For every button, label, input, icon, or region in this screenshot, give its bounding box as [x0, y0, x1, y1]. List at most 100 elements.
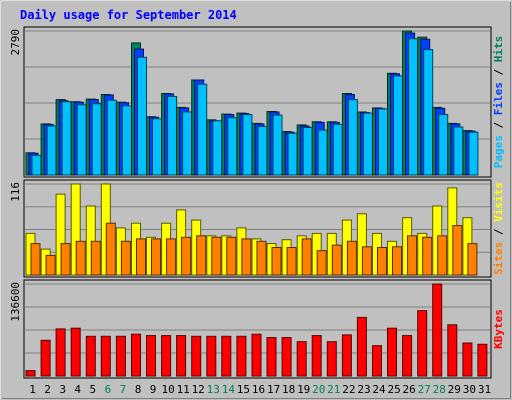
bar-kbytes-day-27	[417, 310, 428, 377]
bar-kbytes-day-22	[341, 334, 352, 377]
x-tick-label-day-30: 30	[463, 383, 476, 396]
x-tick-label-day-23: 23	[357, 383, 370, 396]
bar-sites-day-17	[271, 247, 282, 276]
bar-kbytes-day-6	[100, 335, 111, 377]
x-tick-label-day-25: 25	[387, 383, 400, 396]
bar-sites-day-9	[151, 238, 161, 276]
bar-pages-day-10	[167, 96, 178, 176]
bar-kbytes-day-17	[266, 337, 277, 377]
x-tick-label-day-27: 27	[418, 383, 431, 396]
x-axis: 1 2 3 4 5 6 7 8 9 10 11 12 13 14 15 16 17 18 19 20 21 22 23 24 2…	[29, 383, 491, 396]
bar-kbytes-day-11	[176, 335, 187, 377]
bar-pages-day-30	[468, 131, 479, 176]
y-axis-max-label: 2790	[9, 29, 22, 56]
legend-item-sites: Sites	[492, 242, 505, 275]
bar-kbytes-day-12	[191, 335, 202, 377]
bar-pages-day-21	[332, 123, 343, 176]
bar-kbytes-day-1	[25, 370, 36, 377]
legend-item-pages: Pages	[492, 135, 505, 168]
bar-pages-day-26	[408, 38, 419, 176]
bar-pages-day-18	[287, 132, 298, 176]
x-tick-label-day-24: 24	[372, 383, 386, 396]
legend-separator: /	[492, 62, 505, 82]
x-tick-label-day-18: 18	[282, 383, 295, 396]
bar-kbytes-day-18	[281, 337, 292, 377]
bar-sites-day-22	[346, 240, 357, 276]
x-tick-label-day-14: 14	[222, 383, 236, 396]
bar-pages-day-2	[46, 125, 57, 176]
bar-sites-day-26	[407, 235, 418, 276]
y-axis-max-label: 136600	[9, 282, 22, 322]
bar-kbytes-day-2	[40, 339, 51, 377]
bar-kbytes-day-30	[462, 342, 473, 377]
x-tick-label-day-11: 11	[177, 383, 190, 396]
bar-sites-day-8	[136, 238, 146, 276]
bar-pages-day-15	[242, 114, 253, 176]
bar-sites-day-10	[166, 238, 177, 276]
x-tick-label-day-7: 7	[120, 383, 127, 396]
bar-sites-day-30	[467, 243, 478, 276]
bar-kbytes-day-24	[372, 345, 382, 377]
bar-kbytes-day-15	[236, 335, 247, 377]
y-axis-max-label: 116	[9, 182, 22, 202]
bar-pages-day-11	[182, 111, 193, 176]
bar-kbytes-day-20	[311, 335, 322, 377]
bar-sites-day-3	[60, 243, 71, 276]
bar-pages-day-13	[212, 120, 223, 176]
x-tick-label-day-9: 9	[150, 383, 157, 396]
bar-pages-day-24	[378, 108, 388, 176]
bar-kbytes-day-23	[356, 316, 367, 377]
bar-kbytes-day-16	[251, 333, 262, 377]
bar-sites-day-1	[30, 243, 41, 276]
bar-sites-day-4	[75, 240, 86, 276]
x-tick-label-day-12: 12	[192, 383, 205, 396]
legend-hits-files-pages: Pages / Files / Hits	[492, 36, 505, 169]
x-tick-label-day-6: 6	[105, 383, 112, 396]
x-tick-label-day-28: 28	[433, 383, 446, 396]
bar-pages-day-5	[91, 103, 102, 176]
bar-sites-day-20	[316, 250, 327, 276]
bar-sites-day-19	[301, 238, 312, 276]
x-tick-label-day-13: 13	[207, 383, 220, 396]
x-tick-label-day-22: 22	[342, 383, 355, 396]
x-tick-label-day-17: 17	[267, 383, 280, 396]
bar-pages-day-27	[423, 49, 434, 176]
bar-sites-day-12	[196, 235, 207, 276]
bar-sites-day-28	[437, 235, 448, 276]
bar-sites-day-15	[241, 238, 252, 276]
bar-kbytes-day-9	[146, 335, 156, 377]
bar-kbytes-day-21	[326, 341, 337, 377]
bar-kbytes-day-19	[296, 341, 307, 377]
bar-pages-day-6	[106, 99, 117, 176]
legend-separator: /	[492, 222, 505, 242]
bar-pages-day-20	[317, 129, 328, 176]
bar-sites-day-29	[452, 225, 463, 276]
bar-pages-day-25	[393, 75, 403, 176]
panel-hits-files-pages: 2790 Pages / Files / Hits	[9, 26, 505, 178]
bar-pages-day-17	[272, 114, 283, 176]
bar-sites-day-16	[256, 240, 267, 276]
bar-pages-day-28	[438, 114, 449, 176]
bar-sites-day-13	[211, 236, 222, 276]
bar-kbytes-day-7	[115, 335, 126, 377]
legend-item-kbytes: KBytes	[492, 309, 505, 349]
bar-kbytes-day-4	[70, 327, 81, 377]
bar-pages-day-23	[362, 112, 373, 176]
bar-pages-day-4	[76, 104, 87, 176]
chart-title: Daily usage for September 2014	[20, 8, 237, 22]
x-tick-label-day-26: 26	[402, 383, 415, 396]
panel-visits-sites: 116 Sites / Visits	[9, 179, 505, 278]
x-tick-label-day-16: 16	[252, 383, 265, 396]
x-tick-label-day-10: 10	[161, 383, 174, 396]
x-tick-label-day-20: 20	[312, 383, 325, 396]
bar-sites-day-6	[105, 222, 116, 276]
chart-panels: 2790 Pages / Files / Hits 116 Sites / Visit…	[9, 26, 505, 379]
bar-sites-day-14	[226, 236, 237, 276]
bar-kbytes-day-25	[387, 327, 397, 377]
bar-pages-day-1	[31, 154, 42, 176]
panel-kbytes: 136600 KBytes	[9, 279, 505, 379]
bar-sites-day-24	[377, 247, 387, 276]
x-tick-label-day-31: 31	[478, 383, 491, 396]
legend-item-visits: Visits	[492, 182, 505, 222]
